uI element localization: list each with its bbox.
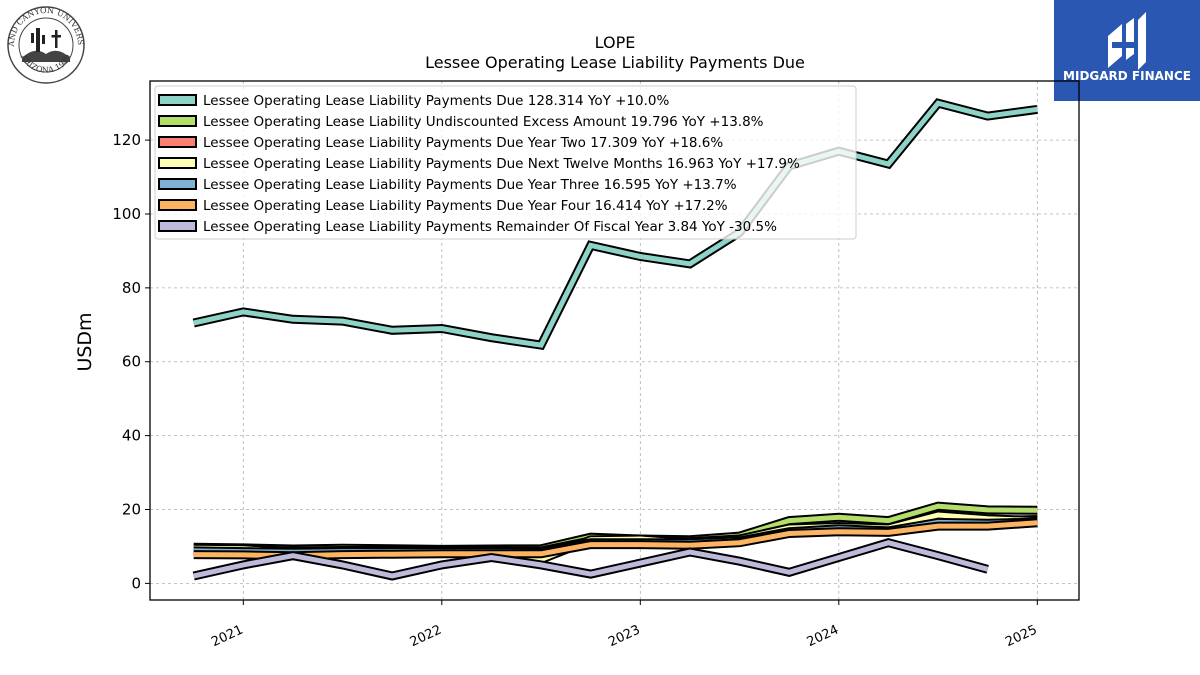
y-tick-label: 120 [112,131,141,149]
brand-badge: MIDGARD FINANCE [1054,0,1200,101]
y-axis-label: USDm [74,312,96,371]
legend-swatch-6 [158,199,197,211]
x-tick-label: 2021 [209,623,245,651]
legend-swatch-3 [158,136,197,148]
y-tick-label: 80 [122,279,141,297]
legend-label-3: Lessee Operating Lease Liability Payment… [203,135,723,151]
x-tick-label: 2022 [408,623,444,651]
chart-subtitle: Lessee Operating Lease Liability Payment… [425,53,805,72]
x-tick-label: 2025 [1003,623,1039,651]
series-lines [192,98,1038,581]
x-tick-label: 2024 [805,623,841,651]
x-tick-label: 2023 [606,623,642,651]
legend-swatch-2 [158,115,197,127]
legend-box [154,85,857,240]
x-axis-ticks: 2021 2022 2023 2024 2025 [209,600,1040,651]
y-tick-label: 100 [112,205,141,223]
midgard-logo-icon [1108,12,1146,70]
legend-label-7: Lessee Operating Lease Liability Payment… [203,219,777,235]
legend-swatch-4 [158,157,197,169]
university-seal-icon: GRAND CANYON UNIVERSITY ARIZONA 1949 [0,0,85,84]
y-tick-label: 40 [122,427,141,445]
legend-swatch-7 [158,220,197,232]
plot-frame [149,80,1080,601]
legend-label-4: Lessee Operating Lease Liability Payment… [203,156,800,172]
legend-label-6: Lessee Operating Lease Liability Payment… [203,198,728,214]
legend-swatch-5 [158,178,197,190]
legend-label-2: Lessee Operating Lease Liability Undisco… [203,114,764,130]
legend-label-1: Lessee Operating Lease Liability Payment… [203,93,669,109]
y-axis-ticks: 0 20 40 60 80 100 120 [112,131,150,592]
series-line-7 [193,540,989,579]
y-tick-label: 20 [122,500,141,518]
brand-name: MIDGARD FINANCE [1063,69,1191,83]
legend: Lessee Operating Lease Liability Payment… [154,85,857,240]
chart-title: LOPE [595,33,636,52]
series-line-1 [193,100,1038,348]
y-tick-label: 0 [131,574,141,592]
y-tick-label: 60 [122,353,141,371]
legend-label-5: Lessee Operating Lease Liability Payment… [203,177,737,193]
series-line-6 [193,520,1038,559]
legend-swatch-1 [158,94,197,106]
